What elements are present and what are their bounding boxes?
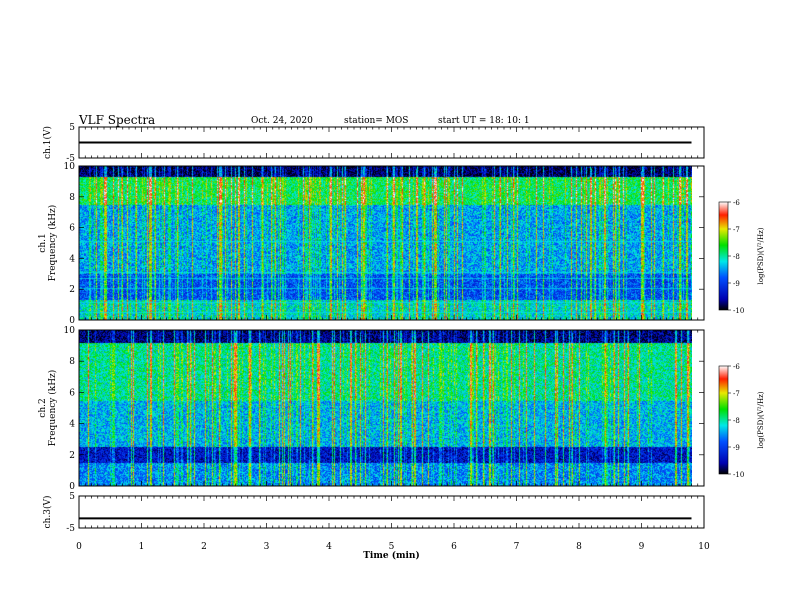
ch1-spectrogram-colorbar-tick-label: -9: [733, 280, 740, 288]
ch2-spectrogram-ytick-label: 10: [64, 326, 76, 336]
x-tick-label: 10: [698, 542, 710, 552]
ch1-spectrogram-ylabel: ch.1: [38, 233, 48, 252]
ch1-spectrogram-ytick-label: 6: [69, 224, 75, 234]
ch2-spectrogram-ytick-label: 8: [69, 357, 75, 367]
ch1-spectrogram-colorbar-tick-label: -10: [733, 307, 744, 315]
station-label: station= MOS: [344, 116, 409, 126]
x-axis-label: Time (min): [363, 550, 420, 561]
x-tick-label: 4: [326, 542, 332, 552]
ch3-voltage-ytick-label: -5: [66, 524, 75, 534]
x-tick-label: 8: [576, 542, 582, 552]
x-tick-label: 2: [201, 542, 207, 552]
x-tick-label: 9: [639, 542, 645, 552]
ch2-spectrogram-colorbar-tick-label: -8: [733, 417, 740, 425]
ch1-spectrogram-colorbar: [718, 201, 729, 311]
ch1-spectrogram-colorbar-tick-label: -6: [733, 199, 740, 207]
ch1-spectrogram-ylabel: Frequency (kHz): [47, 205, 58, 282]
ch1-spectrogram-ytick-label: 0: [69, 316, 75, 326]
ch1-spectrogram-colorbar-tick-label: -7: [733, 226, 740, 234]
ch1-voltage-ytick-label: -5: [66, 154, 75, 164]
ch2-spectrogram-ytick-label: 6: [69, 388, 75, 398]
ch1-spectrogram-colorbar-label: log(PSD)(V²/Hz): [757, 227, 765, 284]
ch1-spectrogram-ytick-label: 4: [69, 254, 75, 264]
date-label: Oct. 24, 2020: [251, 116, 313, 126]
x-tick-label: 0: [76, 542, 82, 552]
ch2-spectrogram-ylabel: ch.2: [38, 398, 48, 417]
ch1-voltage-ylabel: ch.1(V): [42, 126, 53, 159]
ch2-spectrogram-colorbar: [718, 365, 729, 475]
ch2-spectrogram-colorbar-tick-label: -9: [733, 444, 740, 452]
ch1-spectrogram-ytick-label: 8: [69, 193, 75, 203]
x-tick-label: 7: [514, 542, 520, 552]
ch1-spectrogram-image: [79, 166, 692, 320]
ch3-voltage-ylabel: ch.3(V): [42, 496, 53, 529]
ch2-spectrogram-ytick-label: 2: [69, 451, 75, 461]
ch3-voltage-ytick-label: 5: [69, 492, 75, 502]
x-tick-label: 5: [389, 542, 395, 552]
ch2-spectrogram-ytick-label: 0: [69, 482, 75, 492]
ch2-spectrogram-colorbar-tick-label: -6: [733, 363, 740, 371]
ch2-spectrogram-ylabel: Frequency (kHz): [47, 370, 58, 447]
ch2-spectrogram-ytick-label: 4: [69, 420, 75, 430]
ch2-spectrogram-image: [79, 330, 692, 486]
ch1-spectrogram-ytick-label: 2: [69, 285, 75, 295]
ch2-spectrogram-colorbar-tick-label: -7: [733, 390, 740, 398]
ch1-spectrogram-colorbar-tick-label: -8: [733, 253, 740, 261]
chart-title: VLF Spectra: [79, 113, 156, 127]
ch2-spectrogram-colorbar-label: log(PSD)(V²/Hz): [757, 391, 765, 448]
ch2-spectrogram-colorbar-tick-label: -10: [733, 471, 744, 479]
ch1-spectrogram-ytick-label: 10: [64, 162, 76, 172]
start-ut-label: start UT = 18: 10: 1: [438, 116, 530, 126]
x-tick-label: 1: [139, 542, 145, 552]
x-tick-label: 6: [451, 542, 457, 552]
x-tick-label: 3: [264, 542, 270, 552]
ch1-voltage-ytick-label: 5: [69, 123, 75, 133]
